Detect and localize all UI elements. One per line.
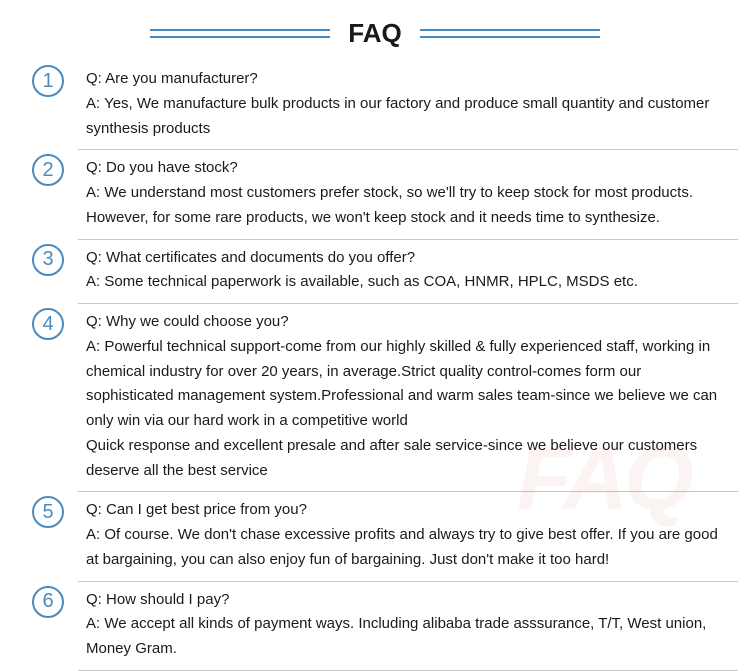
faq-content: Q: Are you manufacturer?A: Yes, We manuf… [78, 61, 738, 150]
faq-item: 1 Q: Are you manufacturer?A: Yes, We manu… [18, 61, 738, 150]
faq-item: 5 Q: Can I get best price from you?A: Of … [18, 492, 738, 581]
faq-number-col: 3 [18, 240, 78, 276]
faq-number-col: 4 [18, 304, 78, 340]
faq-question: Q: Why we could choose you? [86, 310, 730, 335]
faq-item: 3 Q: What certificates and documents do y… [18, 240, 738, 305]
faq-content: Q: Why we could choose you?A: Powerful t… [78, 304, 738, 492]
faq-question: Q: How should I pay? [86, 588, 730, 613]
faq-number-circle: 2 [32, 154, 64, 186]
faq-answer: A: We accept all kinds of payment ways. … [86, 612, 730, 662]
header-line-right [420, 29, 600, 38]
faq-list: 1 Q: Are you manufacturer?A: Yes, We manu… [0, 61, 750, 671]
faq-content: Q: Can I get best price from you?A: Of c… [78, 492, 738, 581]
faq-item: 6 Q: How should I pay?A: We accept all ki… [18, 582, 738, 671]
faq-number-col: 5 [18, 492, 78, 528]
faq-question: Q: What certificates and documents do yo… [86, 246, 730, 271]
faq-answer: A: Some technical paperwork is available… [86, 270, 730, 295]
faq-content: Q: How should I pay?A: We accept all kin… [78, 582, 738, 671]
faq-item: 4 Q: Why we could choose you?A: Powerful … [18, 304, 738, 492]
faq-answer: A: We understand most customers prefer s… [86, 181, 730, 231]
faq-number-circle: 5 [32, 496, 64, 528]
faq-number-col: 6 [18, 582, 78, 618]
faq-number-circle: 6 [32, 586, 64, 618]
header-line-left [150, 29, 330, 38]
faq-content: Q: What certificates and documents do yo… [78, 240, 738, 305]
faq-number-col: 2 [18, 150, 78, 186]
faq-answer: A: Of course. We don't chase excessive p… [86, 523, 730, 573]
faq-header: FAQ [0, 0, 750, 61]
faq-number-circle: 3 [32, 244, 64, 276]
faq-question: Q: Are you manufacturer? [86, 67, 730, 92]
faq-question: Q: Can I get best price from you? [86, 498, 730, 523]
faq-question: Q: Do you have stock? [86, 156, 730, 181]
faq-number-col: 1 [18, 61, 78, 97]
page-title: FAQ [348, 18, 401, 49]
faq-answer: A: Yes, We manufacture bulk products in … [86, 92, 730, 142]
faq-number-circle: 1 [32, 65, 64, 97]
faq-number-circle: 4 [32, 308, 64, 340]
faq-content: Q: Do you have stock?A: We understand mo… [78, 150, 738, 239]
faq-answer: A: Powerful technical support-come from … [86, 335, 730, 484]
faq-item: 2 Q: Do you have stock?A: We understand m… [18, 150, 738, 239]
